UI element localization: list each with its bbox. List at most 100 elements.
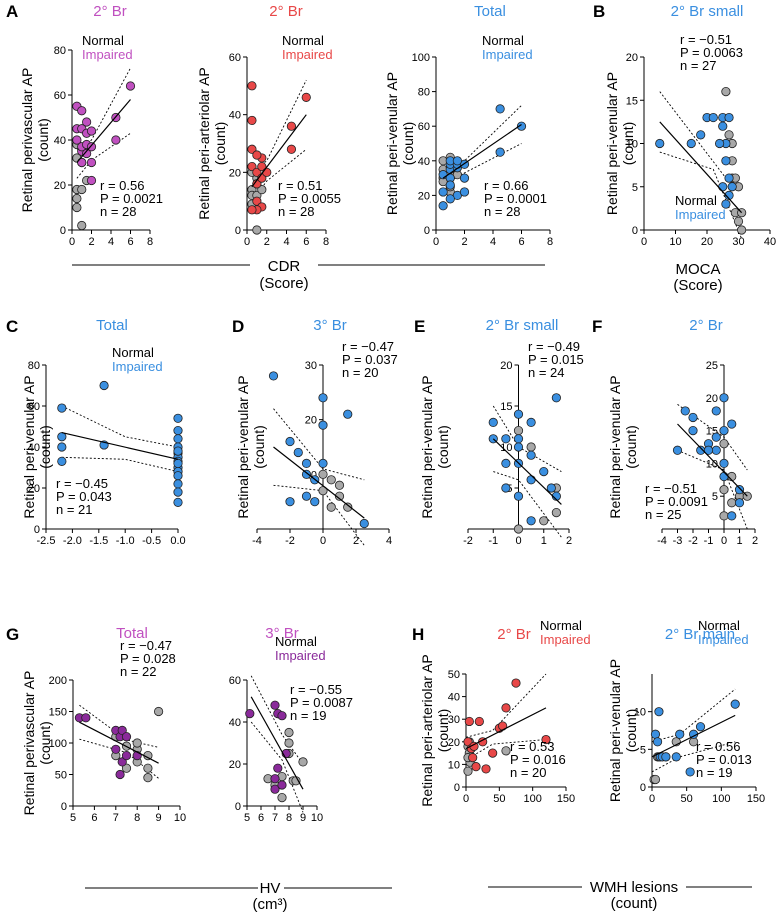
h1-ylabel: Retinal peri-arteriolar AP <box>419 654 435 807</box>
a3-ylabel: Retinal peri-venular AP <box>384 72 400 215</box>
a3-stat: r = 0.66 <box>484 178 528 193</box>
g1-y-tick-label: 150 <box>49 707 67 719</box>
g1-stat: P = 0.028 <box>120 651 176 666</box>
h1-point-impaired <box>468 753 478 763</box>
g1-x-tick-label: 7 <box>113 812 119 824</box>
e-point-impaired <box>513 434 524 444</box>
g1-x-tick-label: 9 <box>156 812 162 824</box>
b-legend-normal: Normal <box>675 193 717 208</box>
e-point-impaired <box>539 466 549 477</box>
b-x-tick-label: 10 <box>669 236 681 248</box>
d-x-tick-label: -2 <box>285 535 295 547</box>
a3-point-impaired <box>438 187 448 197</box>
h2-stat: P = 0.013 <box>696 752 752 767</box>
b-xlabel: MOCA <box>676 261 721 278</box>
g2-x-tick-label: 8 <box>286 812 292 824</box>
g2-legend-normal: Normal <box>275 634 317 649</box>
c-stat: P = 0.043 <box>56 489 112 504</box>
c-x-tick-label: -1.0 <box>116 535 135 547</box>
b-point-normal <box>733 216 744 226</box>
e-point-impaired <box>526 450 536 460</box>
h1-legend-impaired: Impaired <box>540 632 591 647</box>
a1-fit-line <box>76 99 131 163</box>
a2-x-tick-label: 2 <box>264 236 270 248</box>
b-y-tick-label: 0 <box>632 225 638 237</box>
e-ci-lower <box>493 471 562 538</box>
d-point-impaired <box>268 371 279 381</box>
f-point-impaired <box>688 425 698 436</box>
h1-stat: P = 0.016 <box>510 752 566 767</box>
d-ylabel: Retinal peri-venular AP <box>235 375 251 518</box>
a2-y-tick-label: 40 <box>229 110 241 122</box>
a1-point-impaired <box>86 142 97 152</box>
h1-point-normal <box>463 766 473 776</box>
b-x-tick-label: 20 <box>701 236 713 248</box>
c-ylabel: Retinal peri-venular AP <box>21 375 37 518</box>
a2-point-normal <box>252 225 262 235</box>
b-x-tick-label: 30 <box>732 236 744 248</box>
d-point-impaired <box>301 491 312 501</box>
d-stat: P = 0.037 <box>342 352 398 367</box>
h1-point-impaired <box>471 762 481 772</box>
h2-stat: r = 0.56 <box>696 739 740 754</box>
a1-y-tick-label: 20 <box>54 180 66 192</box>
h2-x-tick-label: 0 <box>649 793 655 805</box>
h1-point-impaired <box>488 748 498 758</box>
b-x-tick-label: 0 <box>641 236 647 248</box>
a2-x-tick-label: 6 <box>303 236 309 248</box>
g1-x-tick-label: 6 <box>91 812 97 824</box>
h2-point-impaired <box>685 767 695 777</box>
d-point-impaired <box>301 469 312 479</box>
d-x-tick-label: 0 <box>320 535 326 547</box>
d-point-impaired <box>285 436 295 447</box>
a1-ylabel-unit: (count) <box>35 118 51 162</box>
d-point-impaired <box>318 420 328 430</box>
g1-y-tick-label: 0 <box>61 801 67 813</box>
a2-point-impaired <box>301 92 311 102</box>
a3-legend-impaired: Impaired <box>482 47 533 62</box>
d-point-normal <box>326 502 336 512</box>
f-point-impaired <box>711 432 721 442</box>
g1-point-impaired <box>121 732 132 742</box>
a3-ylabel-unit: (count) <box>400 122 416 166</box>
chart-d: 3° Br Retinal peri-venular AP (count) -4 -2 0… <box>235 317 398 547</box>
a1-stat: r = 0.56 <box>100 178 144 193</box>
h1-x-tick-label: 50 <box>493 793 505 805</box>
g2-point-impaired <box>270 700 280 710</box>
g2-point-impaired <box>277 711 287 721</box>
a1-ylabel: Retinal perivascular AP <box>19 68 35 213</box>
a3-x-tick-label: 8 <box>547 236 553 248</box>
d-title: 3° Br <box>313 317 347 334</box>
a3-point-impaired <box>516 121 527 131</box>
c-ci-upper <box>61 405 179 448</box>
g2-x-tick-label: 5 <box>244 812 250 824</box>
a3-point-impaired <box>452 156 462 166</box>
f-ylabel: Retinal peri-venular AP <box>607 375 623 518</box>
a1-point-impaired <box>111 135 121 145</box>
h1-x-tick-label: 0 <box>463 793 469 805</box>
chart-h1: 2° Br Retinal peri-arteriolar AP (count) 0 5… <box>419 618 591 807</box>
a1-x-tick-label: 8 <box>147 236 153 248</box>
f-x-tick-label: -1 <box>704 535 714 547</box>
e-point-normal <box>526 442 536 452</box>
c-stat: r = −0.45 <box>56 476 108 491</box>
h1-legend-normal: Normal <box>540 618 582 633</box>
h1-stat: n = 20 <box>510 765 547 780</box>
a1-x-tick-label: 4 <box>108 236 114 248</box>
a1-y-tick-label: 80 <box>54 45 66 57</box>
f-x-tick-label: -2 <box>688 535 698 547</box>
h1-y-tick-label: 20 <box>448 737 460 749</box>
c-point-impaired <box>173 458 183 468</box>
e-x-tick-label: 0 <box>515 535 521 547</box>
h2-legend-impaired: Impaired <box>698 632 749 647</box>
a2-fit-line <box>251 114 307 188</box>
b-y-tick-label: 20 <box>626 52 638 64</box>
c-y-tick-label: 80 <box>28 360 40 372</box>
h2-ci-lower <box>651 741 736 773</box>
h2-ylabel-unit: (count) <box>623 709 639 753</box>
e-ylabel: Retinal peri-venular AP <box>419 375 435 518</box>
panel-letter-a: A <box>6 2 18 21</box>
b-stat: r = −0.51 <box>680 32 732 47</box>
a2-legend-normal: Normal <box>282 33 324 48</box>
g2-point-impaired <box>245 708 255 719</box>
